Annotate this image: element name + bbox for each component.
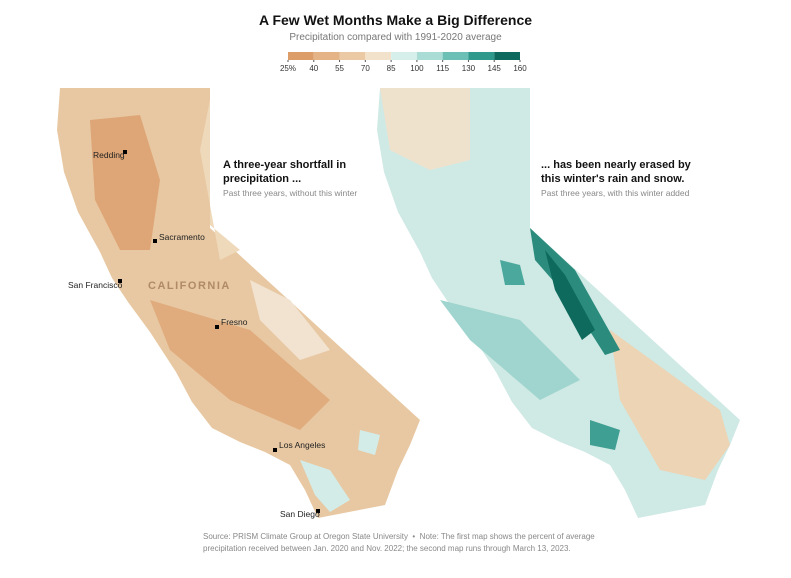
wet-region <box>200 100 240 260</box>
legend-swatch <box>468 52 495 60</box>
dry-region <box>90 115 160 250</box>
city-label: Redding <box>93 150 125 160</box>
note: Note: The first map shows the percent of… <box>203 532 595 553</box>
annotation: A three-year shortfall in precipitation … <box>223 159 347 185</box>
city-label: Fresno <box>221 317 248 327</box>
dry-region <box>150 300 330 430</box>
caption: Past three years, with this winter added <box>541 188 690 198</box>
city-label: San Diego <box>280 509 320 519</box>
dry-region <box>610 330 730 480</box>
legend-swatch <box>442 52 469 60</box>
subtitle: Precipitation compared with 1991-2020 av… <box>289 32 502 43</box>
legend-tick-label: 40 <box>309 64 318 73</box>
legend-tick-label: 55 <box>335 64 344 73</box>
footer: Source: PRISM Climate Group at Oregon St… <box>203 532 595 553</box>
wet-region <box>440 300 580 400</box>
city-label: San Francisco <box>68 280 123 290</box>
city-marker <box>123 150 127 154</box>
wet-region <box>250 280 330 360</box>
annotation: ... has been nearly erased by this winte… <box>541 159 691 185</box>
city-marker <box>316 509 320 513</box>
legend-swatch <box>313 52 340 60</box>
dry-region <box>380 88 470 170</box>
legend-tick-label: 145 <box>488 64 502 73</box>
wet-region <box>500 260 525 285</box>
legend-swatch <box>391 52 417 60</box>
city-marker <box>153 239 157 243</box>
title: A Few Wet Months Make a Big Difference <box>258 12 533 28</box>
city-label: Sacramento <box>159 232 205 242</box>
city-marker <box>215 325 219 329</box>
legend-tick-label: 130 <box>462 64 476 73</box>
legend-swatch <box>288 52 314 60</box>
caption: Past three years, without this winter <box>223 188 358 198</box>
legend-swatch <box>416 52 443 60</box>
city-marker <box>118 279 122 283</box>
legend-tick-label: 100 <box>410 64 424 73</box>
source: Source: PRISM Climate Group at Oregon St… <box>203 532 408 541</box>
legend-swatch <box>494 52 520 60</box>
legend-tick-label: 25% <box>280 64 296 73</box>
map-left <box>57 88 420 518</box>
wet-region <box>300 460 350 512</box>
city-label: Los Angeles <box>279 440 326 450</box>
region-label: CALIFORNIA <box>148 280 231 292</box>
map-right <box>377 88 740 518</box>
city-marker <box>273 448 277 452</box>
wet-region <box>358 430 380 455</box>
legend-tick-label: 85 <box>387 64 396 73</box>
legend-swatch <box>339 52 366 60</box>
legend-swatch <box>365 52 392 60</box>
legend-tick-label: 115 <box>436 64 449 73</box>
legend-tick-label: 70 <box>361 64 370 73</box>
wet-region <box>590 420 620 450</box>
legend-tick-label: 160 <box>513 64 527 73</box>
wet-region <box>545 250 595 340</box>
